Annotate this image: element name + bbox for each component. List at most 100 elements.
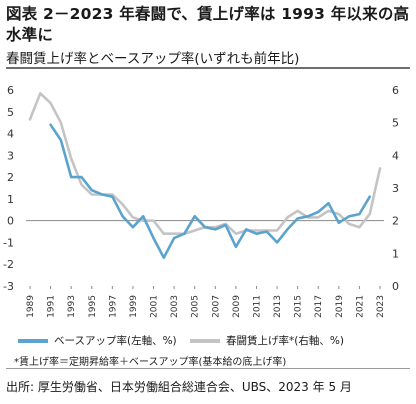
data-point-wage-hike [111,193,114,196]
y-left-tick-label: 5 [7,106,14,119]
x-tick-label: 2023 [376,295,386,318]
data-point-wage-hike [152,219,155,222]
x-tick-label: 2007 [211,295,221,318]
x-tick-label: 1995 [88,295,98,318]
data-point-wage-hike [132,216,134,219]
data-point-wage-hike [286,216,289,219]
data-point-base-up [70,176,73,179]
data-point-base-up [204,226,206,229]
x-tick-label: 1989 [26,295,36,318]
data-point-base-up [152,237,155,239]
data-point-wage-hike [276,229,278,232]
series-line-base-up [49,123,371,259]
x-tick-label: 2013 [273,295,283,318]
data-point-base-up [307,215,309,218]
data-point-base-up [121,215,124,218]
data-point-wage-hike [121,203,124,206]
x-tick-label: 2003 [170,295,180,318]
data-point-base-up [90,189,93,192]
data-point-base-up [255,232,258,235]
data-point-wage-hike [80,183,83,186]
legend-item-base-up: ベースアップ率(左軸、%) [18,333,177,348]
y-left-tick-label: 6 [7,84,14,97]
data-point-base-up [348,215,351,218]
y-right-tick-label: 3 [392,182,399,195]
data-point-base-up [317,211,320,213]
data-point-wage-hike [296,209,299,212]
data-point-wage-hike [90,193,93,196]
chart-source: 出所: 厚生労働省、日本労働組合総連合会、UBS、2023 年 5 月 [6,380,352,394]
y-right-tick-label: 0 [392,280,399,293]
y-left-tick-label: 3 [7,149,14,162]
chart-title: 図表 2－2023 年春闘で、賃上げ率は 1993 年以来の高水準に [6,5,410,44]
y-right-tick-label: 2 [392,215,399,228]
data-point-base-up [296,217,299,220]
data-point-wage-hike [162,232,165,235]
x-tick-label: 2001 [150,295,160,318]
x-tick-label: 2011 [252,295,262,318]
data-point-wage-hike [193,229,196,232]
y-right-tick-label: 5 [392,117,399,130]
y-left-tick-label: 2 [7,171,14,184]
x-tick-label: 2005 [191,295,201,318]
x-tick-label: 1993 [67,295,77,318]
chart-subtitle: 春闘賃上げ率とベースアップ率(いずれも前年比) [6,51,300,67]
data-point-wage-hike [317,216,320,219]
y-left-tick-label: 4 [7,128,14,141]
y-right-tick-label: 1 [392,247,399,260]
y-right-tick-label: 6 [392,84,399,97]
data-point-base-up [59,139,62,141]
data-point-base-up [337,221,340,224]
data-point-base-up [132,226,134,229]
y-right-tick-label: 4 [392,149,399,162]
data-point-wage-hike [70,157,73,160]
data-point-wage-hike [255,229,258,232]
data-point-base-up [142,215,145,218]
data-point-base-up [224,224,227,226]
data-point-base-up [327,202,330,205]
legend-label-base-up: ベースアップ率(左軸、%) [54,335,177,347]
data-point-wage-hike [234,232,237,235]
x-tick-label: 1999 [129,295,139,318]
y-left-tick-label: -2 [3,258,14,271]
x-tick-label: 1991 [47,295,57,318]
data-point-base-up [80,176,83,179]
data-point-wage-hike [214,226,217,229]
x-tick-label: 2009 [232,295,242,318]
y-left-tick-label: 1 [7,193,14,206]
data-point-base-up [234,245,237,248]
x-tick-label: 2017 [314,295,324,318]
x-tick-label: 2021 [355,295,365,318]
data-point-base-up [193,215,196,218]
line-chart: -3 -2 -1 0 1 2 3 4 5 6 0 1 2 3 4 5 6 1989 1991 1993 1995 1997… [3,84,399,318]
y-left-tick-label: -3 [3,280,14,293]
series-line-wage-hike [28,92,382,235]
data-point-wage-hike [348,223,351,225]
x-tick-label: 2015 [294,295,304,318]
legend-item-wage-hike: 春闘賃上げ率*(右軸、%) [190,333,344,348]
y-left-tick-label: 0 [7,215,14,228]
data-point-wage-hike [358,226,361,229]
y-left-tick-label: -1 [3,236,14,249]
data-point-base-up [183,232,186,235]
data-point-wage-hike [29,118,31,121]
data-point-base-up [276,241,278,244]
data-point-base-up [111,195,114,198]
chart-footnote: *賃上げ率＝定期昇給率＋ベースアップ率(基本給の底上げ率) [14,357,287,368]
data-point-base-up [245,228,248,231]
data-point-base-up [101,193,103,196]
legend-swatch-base-up [18,338,48,343]
data-point-base-up [265,230,268,233]
data-point-wage-hike [49,102,52,104]
bottom-divider [6,368,410,369]
data-point-wage-hike [173,232,176,235]
data-point-wage-hike [368,213,371,216]
data-point-wage-hike [59,121,62,124]
legend-swatch-wage-hike [190,338,220,343]
data-point-base-up [214,228,217,231]
data-point-wage-hike [379,167,381,170]
x-tick-label: 1997 [108,295,118,318]
data-point-wage-hike [327,209,330,212]
data-point-base-up [49,123,52,126]
data-point-base-up [358,213,361,216]
